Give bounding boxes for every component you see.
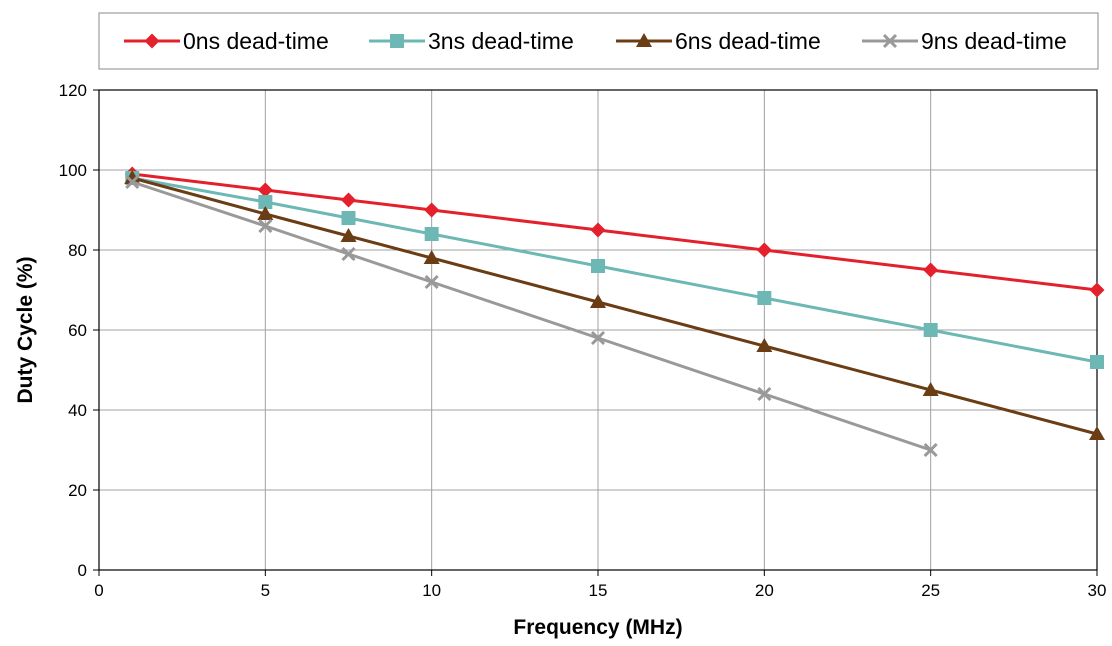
y-tick-label: 120 (59, 81, 87, 100)
legend: 0ns dead-time 3ns dead-time 6ns dead-time 9… (98, 12, 1099, 70)
data-point (923, 262, 939, 278)
y-axis: 0 20 40 60 80 100 120 (59, 81, 99, 580)
series-3 (125, 174, 938, 458)
legend-item: 0ns dead-time (124, 28, 329, 54)
series-line (132, 172, 1098, 292)
data-point (125, 174, 140, 190)
data-point (757, 386, 772, 402)
series-line (132, 176, 1098, 364)
x-axis-title: Frequency (MHz) (513, 616, 682, 639)
data-point (756, 338, 773, 352)
data-point (591, 259, 605, 273)
data-point (124, 170, 141, 184)
series-group (124, 166, 1105, 458)
x-tick-label: 20 (755, 581, 774, 600)
x-axis: 0 5 10 15 20 25 30 (94, 570, 1106, 600)
data-point (257, 206, 274, 220)
data-point (340, 228, 357, 242)
data-point (257, 182, 273, 198)
data-point (424, 274, 439, 290)
legend-marker (390, 34, 404, 48)
data-point (424, 227, 439, 241)
series-0 (124, 166, 1105, 298)
data-point (923, 442, 938, 458)
legend-item: 9ns dead-time (862, 28, 1067, 54)
series-2 (124, 170, 1105, 440)
y-tick-label: 20 (68, 481, 87, 500)
x-tick-label: 30 (1088, 581, 1107, 600)
data-point (423, 250, 440, 264)
data-point (590, 222, 606, 238)
data-point (258, 195, 273, 209)
series-1 (125, 171, 1104, 369)
y-axis-title: Duty Cycle (%) (14, 256, 37, 403)
x-tick-label: 0 (94, 581, 103, 600)
legend-label: 3ns dead-time (428, 28, 574, 54)
data-point (341, 211, 356, 225)
legend-label: 6ns dead-time (675, 28, 821, 54)
x-tick-label: 15 (589, 581, 608, 600)
legend-label: 0ns dead-time (183, 28, 329, 54)
legend-marker (144, 33, 160, 49)
legend-label: 9ns dead-time (921, 28, 1067, 54)
data-point (590, 330, 606, 346)
data-point (590, 294, 606, 308)
data-point (258, 218, 273, 234)
y-tick-label: 40 (68, 401, 87, 420)
series-line (131, 176, 1098, 436)
x-tick-label: 5 (261, 581, 270, 600)
y-tick-label: 80 (68, 241, 87, 260)
data-point (341, 246, 356, 262)
y-tick-label: 100 (59, 161, 87, 180)
legend-item: 3ns dead-time (369, 28, 574, 54)
data-point (1090, 355, 1104, 369)
legend-item: 6ns dead-time (616, 28, 821, 54)
legend-box (98, 12, 1099, 70)
data-point (922, 382, 939, 396)
data-point (757, 291, 772, 305)
data-point (756, 242, 772, 258)
x-tick-label: 25 (921, 581, 940, 600)
x-tick-label: 10 (422, 581, 441, 600)
legend-marker (882, 33, 898, 49)
data-point (923, 323, 938, 337)
data-point (1089, 282, 1105, 298)
data-point (1089, 426, 1105, 440)
data-point (424, 202, 440, 218)
data-point (341, 192, 356, 208)
grid (98, 89, 1098, 571)
legend-marker (636, 33, 652, 47)
y-tick-label: 60 (68, 321, 87, 340)
y-tick-label: 0 (78, 561, 87, 580)
